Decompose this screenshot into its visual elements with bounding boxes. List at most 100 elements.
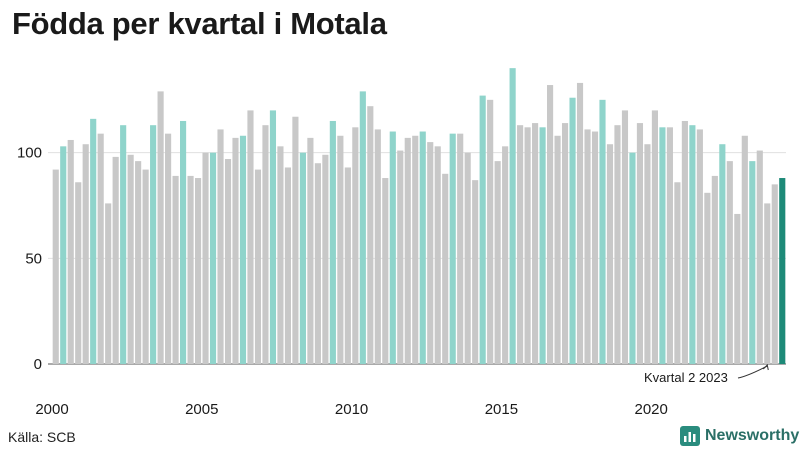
- bar: [352, 127, 359, 364]
- bar: [674, 182, 681, 364]
- x-tick-label: 2005: [185, 401, 218, 418]
- bar: [591, 131, 599, 364]
- bar: [97, 133, 104, 364]
- bar: [472, 180, 479, 364]
- bar: [187, 175, 194, 364]
- bar: [427, 142, 434, 364]
- bar: [576, 82, 584, 364]
- bar: [224, 159, 232, 364]
- bar: [681, 120, 688, 364]
- bar: [374, 129, 381, 364]
- bar: [719, 144, 726, 364]
- bar: [52, 169, 59, 364]
- bar: [711, 175, 718, 364]
- bar: [502, 146, 509, 364]
- bar: [397, 150, 404, 364]
- bar: [741, 135, 748, 364]
- bar: [449, 133, 456, 364]
- bar: [269, 110, 277, 365]
- bar: [247, 110, 254, 365]
- bar: [561, 123, 569, 364]
- y-tick-label: 50: [25, 250, 42, 267]
- bar: [779, 178, 786, 364]
- chart-title: Födda per kvartal i Motala: [12, 6, 387, 41]
- bar: [756, 150, 763, 364]
- bar: [636, 123, 644, 364]
- bar: [651, 110, 658, 365]
- bar: [277, 146, 284, 364]
- bar: [487, 99, 494, 364]
- bar: [554, 135, 561, 364]
- bar: [517, 125, 524, 365]
- bar: [479, 95, 486, 365]
- bar: [569, 97, 576, 364]
- bar: [614, 125, 621, 365]
- bar: [105, 203, 112, 364]
- bar: [509, 68, 516, 364]
- bar: [749, 161, 756, 364]
- bar: [412, 135, 419, 364]
- annotation-label: Kvartal 2 2023: [644, 370, 728, 385]
- bar: [172, 175, 179, 364]
- bar: [127, 154, 134, 364]
- bar: [434, 146, 441, 364]
- bar: [457, 133, 464, 364]
- bar: [67, 139, 74, 364]
- bar: [150, 125, 157, 365]
- bar: [82, 144, 89, 364]
- bar: [232, 137, 239, 364]
- bars: [52, 68, 786, 365]
- bar: [90, 118, 97, 364]
- y-tick-label: 100: [17, 145, 42, 162]
- bar: [135, 161, 142, 364]
- bar: [209, 152, 217, 364]
- bar: [524, 127, 531, 364]
- source-label: Källa: SCB: [8, 429, 76, 445]
- bar: [404, 137, 411, 364]
- bar: [142, 169, 149, 364]
- bar: [606, 144, 614, 364]
- bar: [344, 167, 351, 364]
- bar: [689, 125, 696, 365]
- bar: [464, 152, 471, 364]
- y-tick-label: 0: [34, 356, 42, 373]
- bar: [120, 125, 127, 365]
- bar: [299, 152, 306, 364]
- bar: [254, 169, 262, 364]
- bar: [629, 152, 636, 364]
- bar: [599, 99, 606, 364]
- bar: [202, 152, 209, 364]
- bar: [359, 91, 366, 364]
- x-tick-label: 2020: [634, 401, 667, 418]
- brand-name: Newsworthy: [705, 427, 800, 444]
- bar: [75, 182, 82, 364]
- bar: [494, 161, 501, 364]
- bar: [307, 137, 314, 364]
- bar: [367, 106, 374, 364]
- bar: [112, 156, 119, 364]
- bar: [442, 173, 449, 364]
- bar: [60, 146, 67, 364]
- x-tick-label: 2000: [35, 401, 68, 418]
- bar: [292, 116, 299, 365]
- bar: [704, 192, 711, 364]
- bar: [547, 85, 554, 364]
- bar: [734, 213, 741, 364]
- bar: [389, 131, 396, 364]
- bar: [382, 178, 389, 364]
- bar: [539, 127, 546, 364]
- bar: [314, 163, 321, 364]
- bar: [666, 127, 673, 364]
- bar: [726, 161, 733, 364]
- bar: [329, 120, 336, 364]
- bar: [621, 110, 629, 365]
- x-tick-label: 2010: [335, 401, 368, 418]
- x-tick-label: 2015: [485, 401, 518, 418]
- bar: [157, 91, 164, 364]
- bar: [644, 144, 651, 364]
- bar: [532, 123, 539, 364]
- bar: [696, 129, 703, 364]
- bar: [764, 203, 771, 364]
- bar: [239, 135, 247, 364]
